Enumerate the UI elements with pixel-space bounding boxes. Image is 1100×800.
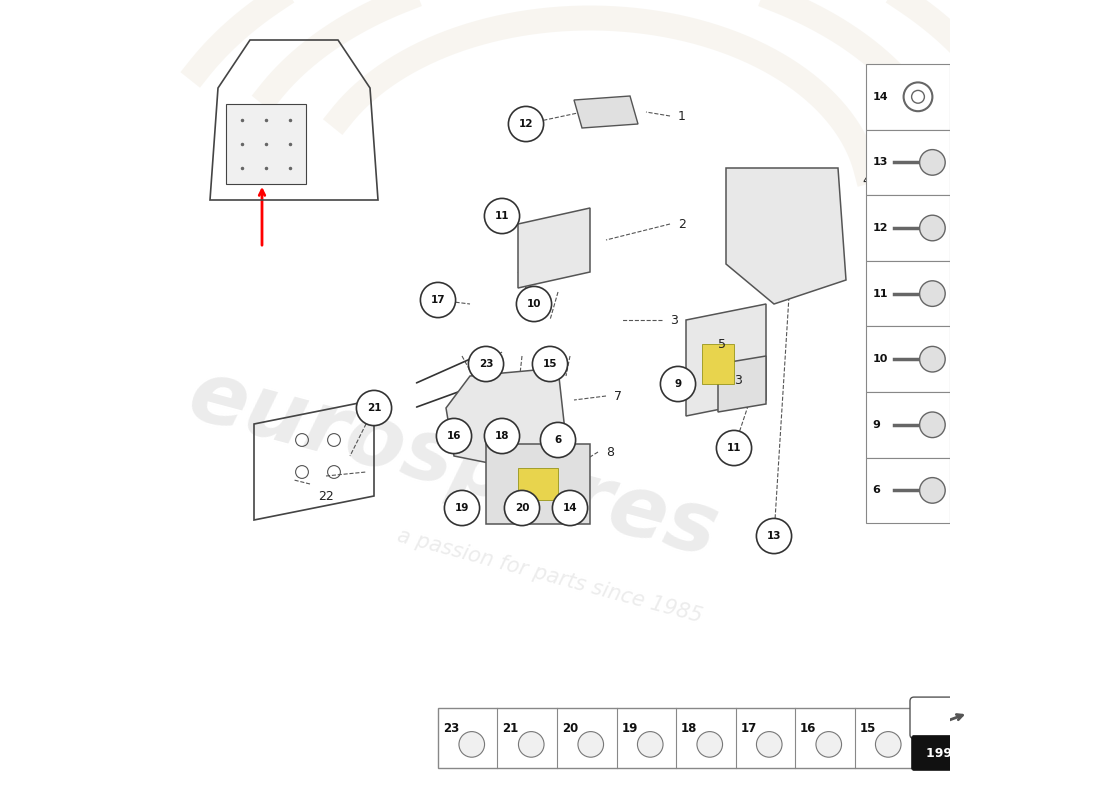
Circle shape: [920, 478, 945, 503]
Text: 19: 19: [621, 722, 638, 735]
Text: 6: 6: [872, 486, 880, 495]
Circle shape: [920, 150, 945, 175]
PathPatch shape: [446, 368, 566, 472]
FancyBboxPatch shape: [702, 344, 734, 384]
Text: 3: 3: [670, 314, 678, 326]
FancyBboxPatch shape: [912, 735, 989, 770]
Text: 23: 23: [478, 359, 493, 369]
Text: 6: 6: [554, 435, 562, 445]
Text: 3: 3: [734, 374, 741, 386]
Text: 11: 11: [727, 443, 741, 453]
Circle shape: [816, 731, 842, 757]
FancyBboxPatch shape: [910, 697, 990, 738]
Circle shape: [920, 215, 945, 241]
Text: 5: 5: [718, 338, 726, 350]
Circle shape: [920, 281, 945, 306]
FancyBboxPatch shape: [866, 458, 950, 523]
Text: 12: 12: [872, 223, 888, 233]
Circle shape: [578, 731, 604, 757]
Text: 1: 1: [678, 110, 686, 122]
PathPatch shape: [718, 356, 766, 412]
Text: 21: 21: [366, 403, 382, 413]
Circle shape: [876, 731, 901, 757]
Text: 20: 20: [515, 503, 529, 513]
Text: 17: 17: [431, 295, 446, 305]
Text: 13: 13: [767, 531, 781, 541]
Text: 8: 8: [606, 446, 614, 458]
Text: 4: 4: [862, 174, 870, 186]
Text: 18: 18: [681, 722, 697, 735]
Text: 20: 20: [562, 722, 579, 735]
Circle shape: [920, 412, 945, 438]
Circle shape: [516, 286, 551, 322]
Circle shape: [459, 731, 484, 757]
Circle shape: [505, 490, 540, 526]
Text: 14: 14: [872, 92, 888, 102]
FancyBboxPatch shape: [866, 130, 950, 195]
FancyBboxPatch shape: [866, 195, 950, 261]
Text: 16: 16: [447, 431, 461, 441]
Circle shape: [484, 418, 519, 454]
Circle shape: [716, 430, 751, 466]
Text: 17: 17: [740, 722, 757, 735]
PathPatch shape: [574, 96, 638, 128]
Text: 23: 23: [443, 722, 459, 735]
Circle shape: [532, 346, 568, 382]
Circle shape: [469, 346, 504, 382]
Circle shape: [552, 490, 587, 526]
Circle shape: [697, 731, 723, 757]
Text: 11: 11: [872, 289, 888, 298]
Text: 15: 15: [859, 722, 876, 735]
Text: 9: 9: [674, 379, 682, 389]
Circle shape: [757, 731, 782, 757]
Text: 18: 18: [495, 431, 509, 441]
Text: 10: 10: [527, 299, 541, 309]
Text: 21: 21: [503, 722, 519, 735]
Text: 7: 7: [614, 390, 622, 402]
Circle shape: [420, 282, 455, 318]
PathPatch shape: [486, 444, 590, 524]
FancyBboxPatch shape: [866, 64, 950, 130]
Text: 14: 14: [563, 503, 578, 513]
FancyBboxPatch shape: [866, 261, 950, 326]
Text: 10: 10: [872, 354, 888, 364]
Text: 11: 11: [495, 211, 509, 221]
Text: a passion for parts since 1985: a passion for parts since 1985: [395, 526, 705, 626]
Circle shape: [444, 490, 480, 526]
Circle shape: [518, 731, 544, 757]
Circle shape: [638, 731, 663, 757]
Text: 22: 22: [318, 490, 333, 502]
PathPatch shape: [686, 304, 766, 416]
Text: 13: 13: [872, 158, 888, 167]
Circle shape: [484, 198, 519, 234]
Circle shape: [757, 518, 792, 554]
Circle shape: [660, 366, 695, 402]
FancyBboxPatch shape: [226, 104, 306, 184]
Circle shape: [540, 422, 575, 458]
FancyBboxPatch shape: [518, 468, 558, 500]
FancyBboxPatch shape: [866, 392, 950, 458]
FancyBboxPatch shape: [438, 708, 914, 768]
Text: 16: 16: [800, 722, 816, 735]
PathPatch shape: [518, 208, 590, 288]
FancyBboxPatch shape: [866, 326, 950, 392]
Text: 15: 15: [542, 359, 558, 369]
Circle shape: [920, 346, 945, 372]
Text: eurospares: eurospares: [180, 354, 728, 574]
Text: 19: 19: [454, 503, 470, 513]
Circle shape: [508, 106, 543, 142]
Circle shape: [356, 390, 392, 426]
Circle shape: [437, 418, 472, 454]
Text: 12: 12: [519, 119, 534, 129]
Text: 199 02: 199 02: [926, 746, 974, 760]
Text: 2: 2: [678, 218, 686, 230]
PathPatch shape: [726, 168, 846, 304]
Text: 9: 9: [872, 420, 880, 430]
